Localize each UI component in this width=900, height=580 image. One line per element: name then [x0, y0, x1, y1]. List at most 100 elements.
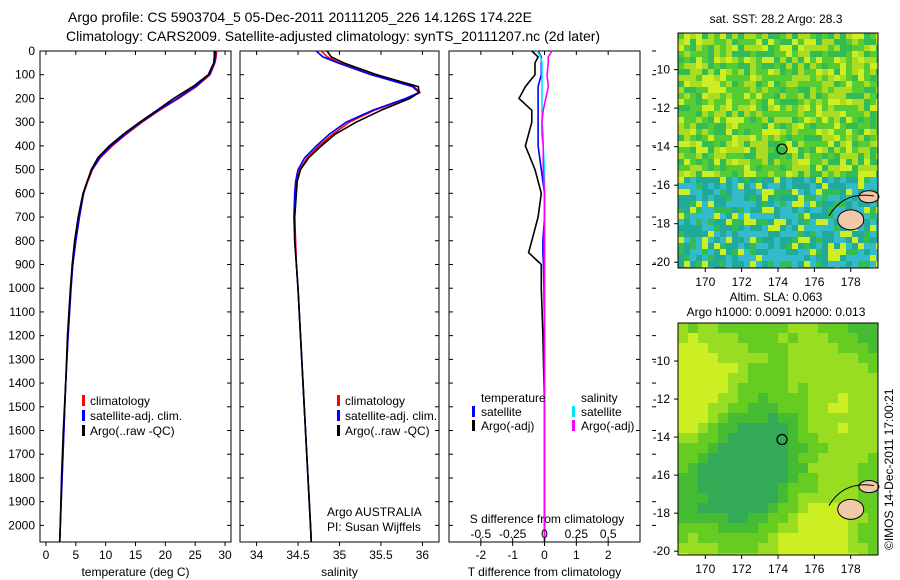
legend-swatch [337, 395, 340, 406]
map-cell [728, 463, 738, 473]
map-cell [868, 393, 878, 403]
map-cell [808, 333, 818, 343]
map-cell [684, 207, 690, 213]
map-cell [720, 45, 726, 51]
map-cell [808, 453, 818, 463]
map-cell [810, 33, 816, 39]
map-cell [816, 87, 822, 93]
map-cell [684, 165, 690, 171]
map-cell [728, 403, 738, 413]
y-tick-label: 2000 [8, 518, 35, 532]
map-cell [852, 117, 858, 123]
y-tick-label: 400 [15, 139, 35, 153]
map-cell [726, 93, 732, 99]
map-cell [720, 33, 726, 39]
map-cell [758, 493, 768, 503]
map-cell [828, 135, 834, 141]
map-cell [780, 219, 786, 225]
map-cell [804, 219, 810, 225]
map-cell [816, 183, 822, 189]
map-cell [798, 249, 804, 255]
map-cell [828, 493, 838, 503]
map-cell [818, 353, 828, 363]
map-cell [840, 159, 846, 165]
map-cell [696, 195, 702, 201]
map-cell [786, 111, 792, 117]
map-cell [678, 493, 688, 503]
map-cell [822, 219, 828, 225]
x-axis-label: salinity [321, 565, 358, 579]
map-cell [816, 207, 822, 213]
map-cell [702, 99, 708, 105]
map-cell [818, 433, 828, 443]
map-cell [738, 51, 744, 57]
map-cell [744, 33, 750, 39]
map-cell [748, 353, 758, 363]
map-cell [756, 243, 762, 249]
map-cell [698, 533, 708, 543]
map-cell [778, 523, 788, 533]
map-cell [822, 141, 828, 147]
map-cell [864, 135, 870, 141]
map-cell [688, 363, 698, 373]
map-cell [834, 177, 840, 183]
map-cell [696, 39, 702, 45]
map-cell [762, 213, 768, 219]
map-cell [688, 513, 698, 523]
map-cell [732, 165, 738, 171]
map-cell [818, 413, 828, 423]
map-cell [732, 195, 738, 201]
map-cell [762, 189, 768, 195]
map-cell [780, 261, 786, 267]
y-tick-label: 1200 [8, 329, 35, 343]
map-cell [702, 165, 708, 171]
map-cell [810, 57, 816, 63]
map-cell [828, 373, 838, 383]
map-cell [864, 105, 870, 111]
map-cell [816, 261, 822, 267]
map-cell [786, 183, 792, 189]
map-cell [678, 473, 688, 483]
map-cell [870, 219, 876, 225]
map-cell [708, 433, 718, 443]
map-cell [798, 433, 808, 443]
y-tick-label: 1300 [8, 352, 35, 366]
map-cell [748, 373, 758, 383]
map-cell [778, 513, 788, 523]
legend-swatch [572, 420, 575, 431]
map-cell [762, 153, 768, 159]
map-cell [840, 33, 846, 39]
map-cell [818, 363, 828, 373]
map-cell [690, 33, 696, 39]
map-cell [864, 201, 870, 207]
map-cell [846, 183, 852, 189]
x-tick-label: 10 [99, 548, 113, 562]
map-cell [858, 249, 864, 255]
map-cell [728, 393, 738, 403]
map-cell [738, 343, 748, 353]
map-cell [838, 453, 848, 463]
map-cell [876, 153, 878, 159]
map-cell [818, 543, 828, 553]
map-cell [696, 171, 702, 177]
map-cell [828, 213, 834, 219]
map-cell [678, 75, 684, 81]
map-cell [688, 433, 698, 443]
map-cell [756, 255, 762, 261]
map-cell [684, 255, 690, 261]
map-cell [808, 543, 818, 553]
map-cell [848, 383, 858, 393]
map-cell [868, 413, 878, 423]
map-cell [774, 231, 780, 237]
map-cell [778, 533, 788, 543]
map-cell [864, 51, 870, 57]
map-cell [818, 493, 828, 503]
map-cell [720, 99, 726, 105]
map-cell [798, 141, 804, 147]
map-cell [732, 213, 738, 219]
map-cell [848, 443, 858, 453]
map-cell [840, 243, 846, 249]
series-line-salinity-argo-adj- [541, 50, 553, 542]
map-cell [774, 255, 780, 261]
